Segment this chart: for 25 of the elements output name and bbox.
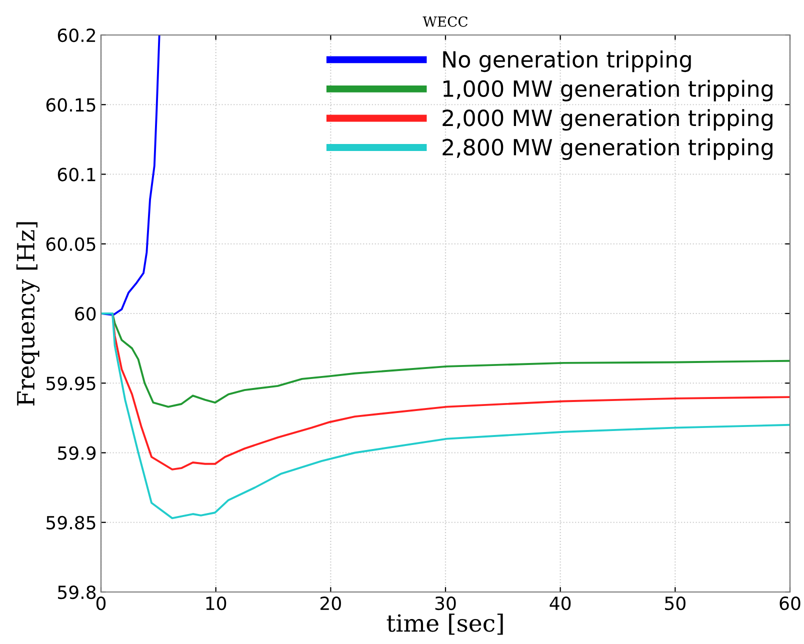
y-tick-label: 60.05: [46, 237, 96, 251]
legend-label: 2,000 MW generation tripping: [442, 109, 772, 131]
y-axis-title: Frequency [Hz]: [16, 222, 40, 406]
y-tick-label: 59.9: [58, 446, 96, 460]
y-tick-label: 59.85: [46, 516, 96, 530]
x-tick-label: 50: [665, 596, 686, 610]
chart-title: WECC: [422, 16, 468, 27]
x-tick-label: 40: [550, 596, 571, 610]
x-axis-title: time [sec]: [386, 614, 503, 635]
y-tick-label: 60.15: [46, 98, 96, 112]
legend-label: 1,000 MW generation tripping: [443, 80, 772, 102]
x-tick-label: 30: [435, 596, 456, 610]
y-tick-label: 60.2: [58, 28, 96, 42]
y-tick-label: 59.8: [58, 585, 96, 600]
x-tick-label: 20: [320, 596, 341, 610]
x-tick-label: 60: [780, 596, 800, 610]
line-series: [101, 35, 160, 316]
line-series: [101, 312, 790, 520]
legend-label: 2,800 MW generation tripping: [442, 138, 772, 160]
legend-label: No generation tripping: [443, 50, 691, 72]
y-tick-label: 59.95: [46, 376, 96, 390]
y-tick-label: 60.1: [58, 168, 96, 182]
x-tick-label: 10: [206, 596, 226, 610]
x-tick-label: 0: [96, 596, 106, 610]
y-tick-label: 60: [75, 306, 96, 321]
